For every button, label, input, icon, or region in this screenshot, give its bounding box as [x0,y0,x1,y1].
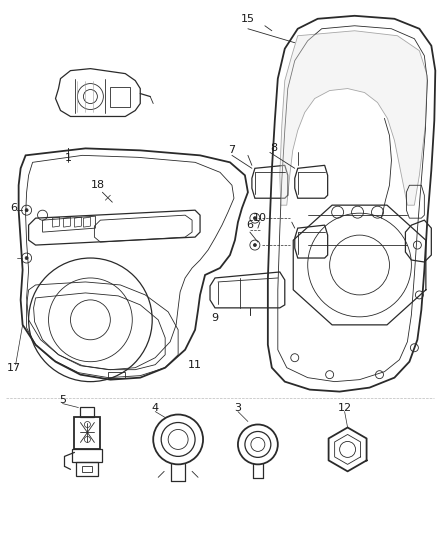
Text: 9: 9 [212,313,219,323]
Text: 7: 7 [228,146,236,155]
Text: 3: 3 [234,402,241,413]
Text: 18: 18 [91,180,106,190]
Polygon shape [280,31,427,205]
Circle shape [25,256,28,260]
Text: 12: 12 [338,402,352,413]
Text: 17: 17 [7,362,21,373]
Text: 4: 4 [152,402,159,413]
Text: 10: 10 [253,213,267,223]
Text: 11: 11 [188,360,202,370]
Text: 5: 5 [59,394,66,405]
Text: 8: 8 [270,143,277,154]
Text: 1: 1 [65,154,72,163]
Text: 6: 6 [10,203,17,213]
Text: 6: 6 [247,220,254,230]
Text: 15: 15 [241,14,255,24]
Circle shape [254,216,256,220]
Circle shape [25,209,28,212]
Circle shape [254,244,256,247]
